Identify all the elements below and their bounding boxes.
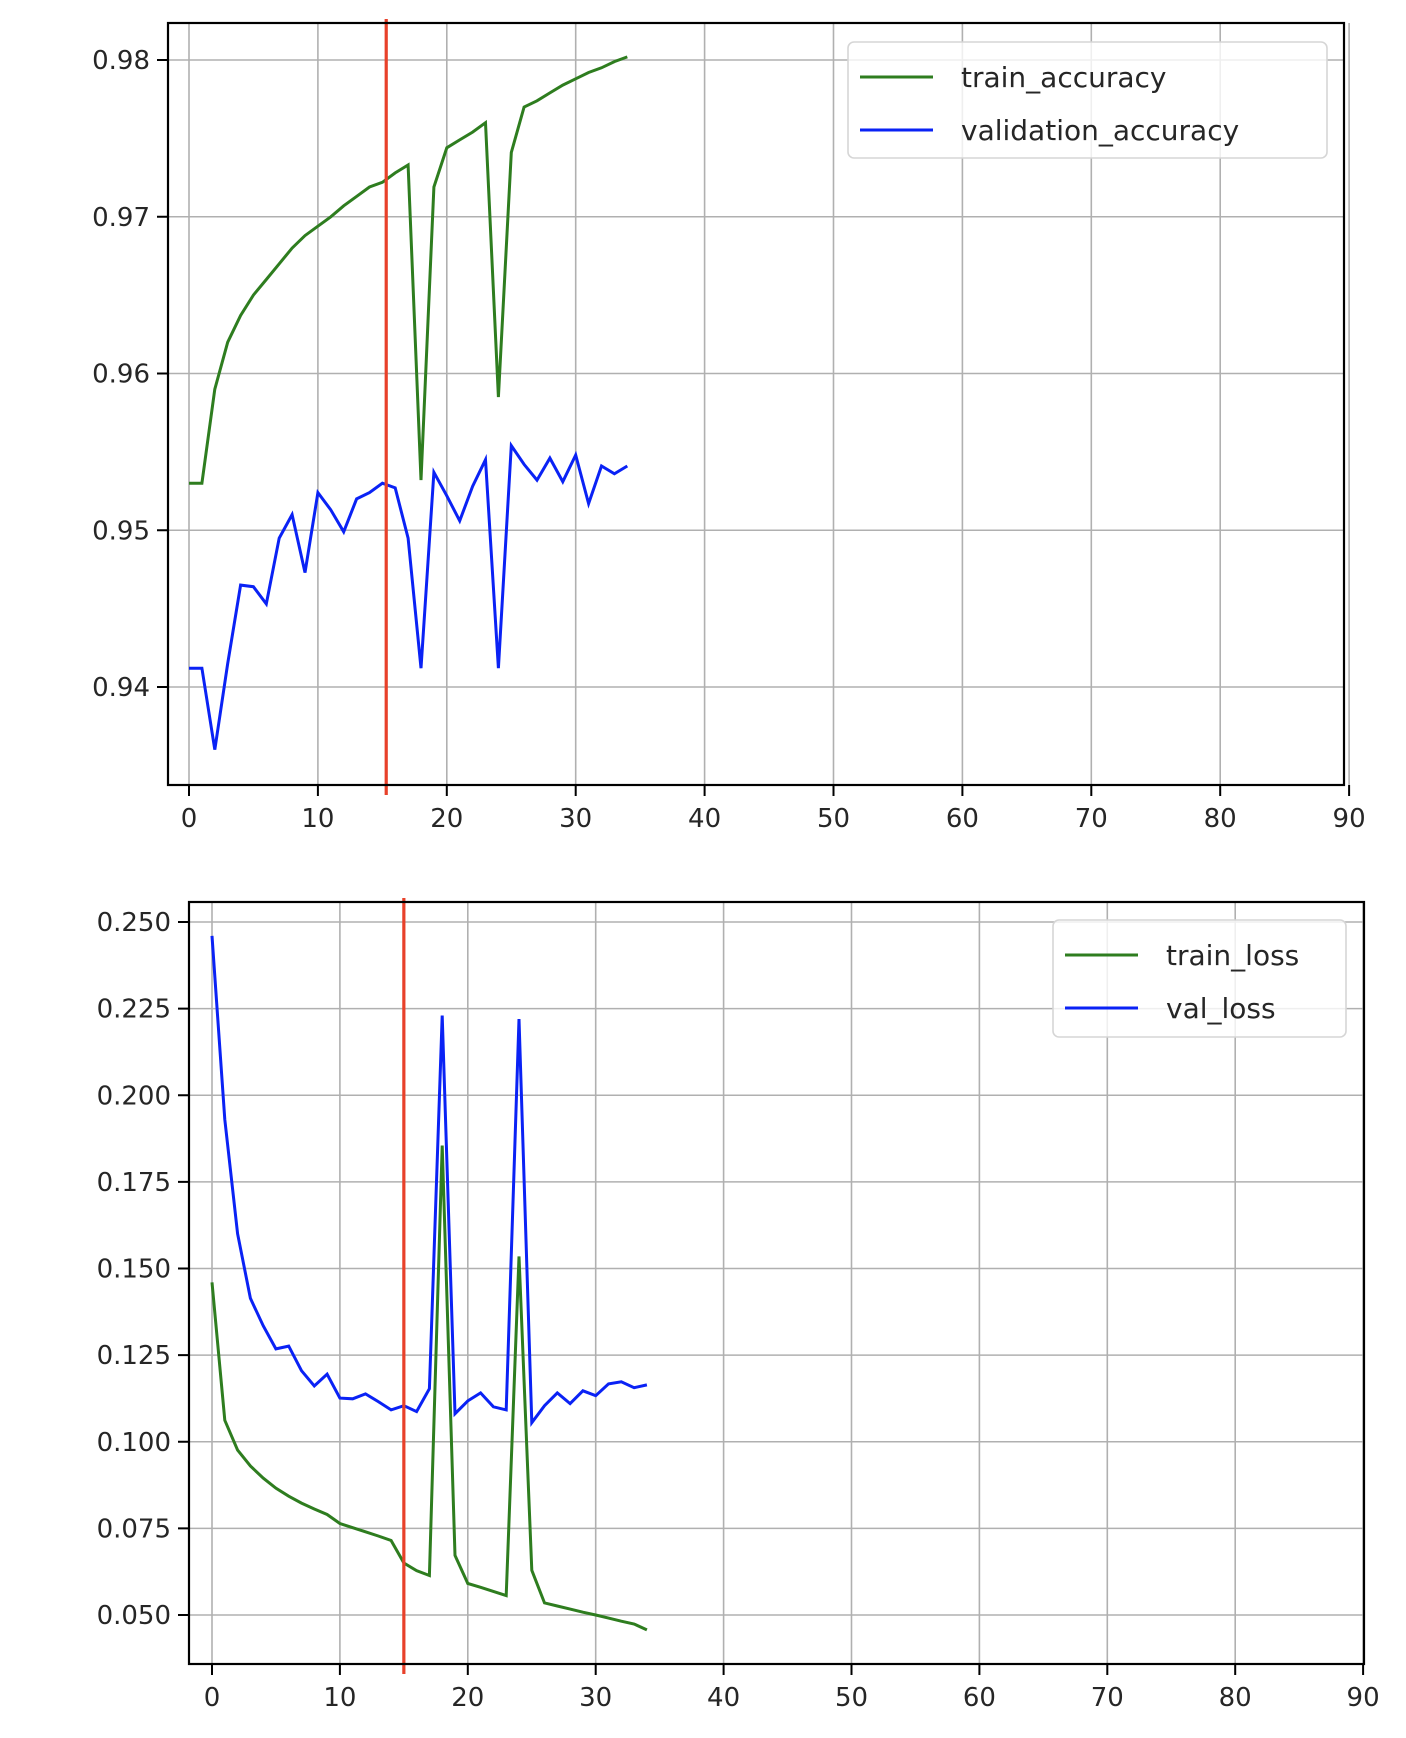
x-tick-label: 70 xyxy=(1091,1683,1124,1713)
accuracy-chart: 0 10 20 30 40 50 60 70 80 900.940.950.960.970.98 … xyxy=(92,19,1366,834)
loss-legend: train_loss val_loss xyxy=(1052,919,1347,1038)
x-tick-label: 50 xyxy=(835,1683,868,1713)
y-tick-label: 0.075 xyxy=(97,1514,171,1544)
x-tick-label: 20 xyxy=(430,804,463,834)
loss-chart: 0 10 20 30 40 50 60 70 80 90 0.050 0.075 0.100 0.125 0… xyxy=(97,898,1380,1713)
validation_accuracy-line xyxy=(189,441,629,750)
x-tick-label: 80 xyxy=(1219,1683,1252,1713)
x-tick-label: 0 xyxy=(204,1683,221,1713)
y-tick-label: 0.175 xyxy=(97,1168,171,1198)
accuracy-tick-labels: 0 10 20 30 40 50 60 70 80 90 0.94 0.95 0.96 0.97 0.98 xyxy=(92,46,1366,834)
accuracy-legend: train_accuracy validation_accuracy xyxy=(847,41,1328,159)
loss-axes-frame xyxy=(187,900,1366,1666)
validation_accuracy-legend-label: validation_accuracy xyxy=(961,114,1239,147)
y-tick-label: 0.95 xyxy=(92,516,150,546)
y-tick-label: 0.100 xyxy=(97,1428,171,1458)
x-tick-label: 70 xyxy=(1075,804,1108,834)
y-tick-label: 0.98 xyxy=(92,46,150,76)
legend-box xyxy=(847,41,1328,159)
x-tick-label: 20 xyxy=(451,1683,484,1713)
x-tick-label: 90 xyxy=(1333,804,1366,834)
val_loss-line xyxy=(210,935,648,1428)
loss-tick-labels: 0 10 20 30 40 50 60 70 80 90 0.050 0.075 0.100 0.125 0… xyxy=(97,908,1380,1713)
y-tick-label: 0.150 xyxy=(97,1255,171,1285)
y-tick-label: 0.94 xyxy=(92,673,150,703)
y-tick-label: 0.125 xyxy=(97,1341,171,1371)
x-tick-label: 10 xyxy=(301,804,334,834)
x-tick-label: 40 xyxy=(688,804,721,834)
axes-spines xyxy=(166,21,1346,787)
x-tick-label: 10 xyxy=(323,1683,356,1713)
x-tick-label: 0 xyxy=(181,804,198,834)
x-tick-label: 50 xyxy=(817,804,850,834)
accuracy-lines xyxy=(189,55,629,750)
y-tick-label: 0.050 xyxy=(97,1601,171,1631)
x-tick-label: 60 xyxy=(963,1683,996,1713)
y-tick-label: 0.97 xyxy=(92,203,150,233)
x-tick-label: 30 xyxy=(559,804,592,834)
train_loss-line xyxy=(210,1145,648,1632)
x-tick-label: 80 xyxy=(1204,804,1237,834)
accuracy-axes-frame xyxy=(166,21,1346,787)
x-tick-label: 30 xyxy=(579,1683,612,1713)
y-tick-label: 0.200 xyxy=(97,1081,171,1111)
x-tick-label: 90 xyxy=(1347,1683,1380,1713)
x-tick-label: 40 xyxy=(707,1683,740,1713)
train_loss-legend-label: train_loss xyxy=(1166,939,1299,972)
axes-spines xyxy=(187,900,1366,1666)
loss-lines xyxy=(210,935,648,1632)
y-tick-label: 0.96 xyxy=(92,360,150,390)
y-tick-label: 0.250 xyxy=(97,908,171,938)
y-tick-label: 0.225 xyxy=(97,995,171,1025)
train_accuracy-line xyxy=(189,55,628,485)
x-tick-label: 60 xyxy=(946,804,979,834)
train_accuracy-legend-label: train_accuracy xyxy=(961,61,1167,94)
val_loss-legend-label: val_loss xyxy=(1166,992,1276,1025)
